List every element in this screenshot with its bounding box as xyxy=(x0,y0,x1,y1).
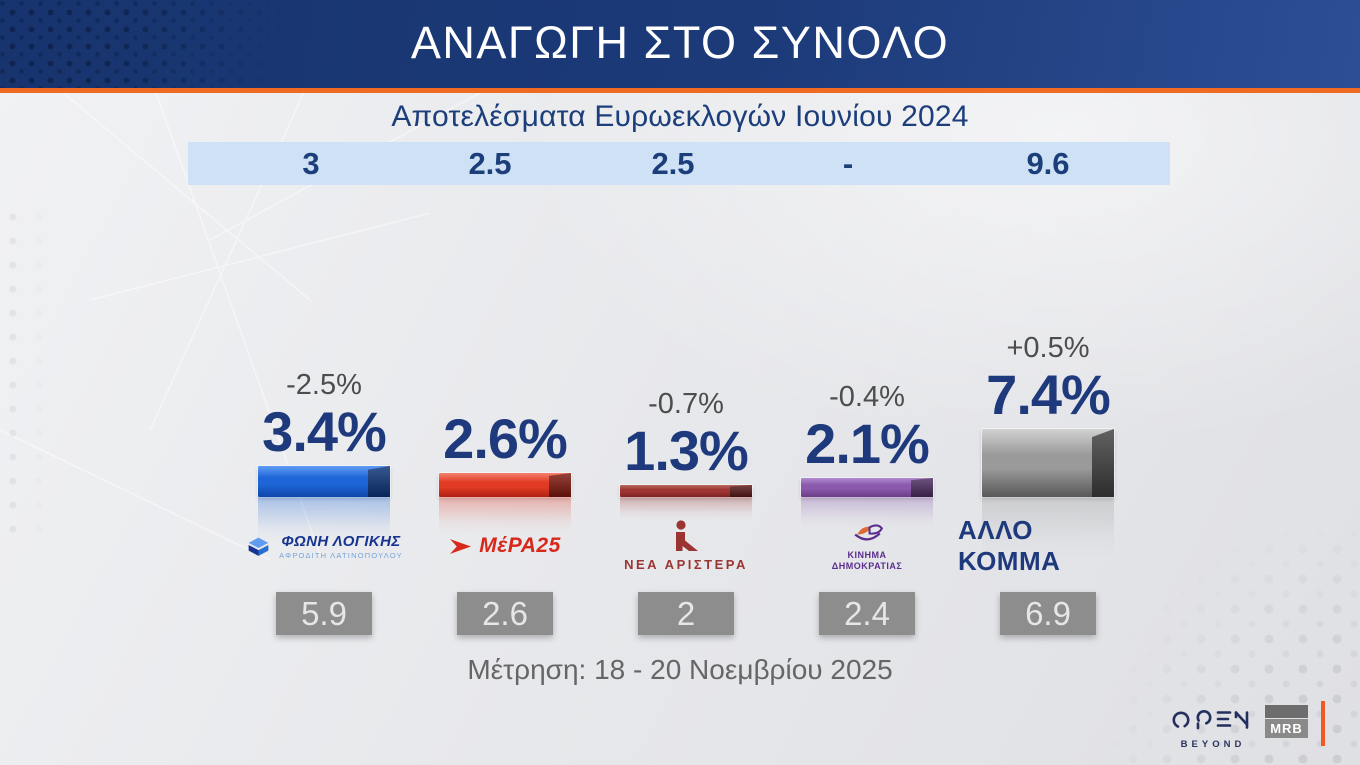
party-previous-value: 2.6 xyxy=(482,595,528,632)
party-name: ΦΩΝΗ ΛΟΓΙΚΗΣ xyxy=(281,532,401,550)
party-previous-value: 2.4 xyxy=(844,595,890,632)
party-bar xyxy=(982,429,1114,497)
party-bar-cap xyxy=(730,485,752,497)
euro-2024-result: 2.5 xyxy=(468,146,512,181)
header-accent-line xyxy=(0,88,1360,93)
party-bar-reflection xyxy=(439,497,571,533)
subtitle: Αποτελέσματα Ευρωεκλογών Ιουνίου 2024 xyxy=(391,100,969,133)
foni-logikis-logo: ΦΩΝΗ ΛΟΓΙΚΗΣ ΑΦΡΟΔΙΤΗ ΛΑΤΙΝΟΠΟΥΛΟΥ xyxy=(234,512,414,580)
party-delta: -2.5% xyxy=(286,369,362,401)
header-dots-pattern xyxy=(0,0,330,88)
nea-aristera-logo-icon xyxy=(666,520,706,554)
party-delta: -0.4% xyxy=(829,381,905,413)
party-previous-value-box: 5.9 xyxy=(276,592,372,635)
party-column-mera25: 2.6% ΜέΡΑ25 2.6 xyxy=(415,0,595,765)
party-column-kinima-dimokratias: -0.4% 2.1% ΚΙΝΗΜΑ ΔΗΜΟΚΡΑΤΙΑΣ 2.4 xyxy=(777,0,957,765)
euro-2024-result: - xyxy=(842,146,854,181)
party-leader: ΑΦΡΟΔΙΤΗ ΛΑΤΙΝΟΠΟΥΛΟΥ xyxy=(279,550,403,560)
party-value: 1.3% xyxy=(624,419,749,482)
party-bar xyxy=(258,466,390,497)
survey-period-note: Μέτρηση: 18 - 20 Νοεμβρίου 2025 xyxy=(467,654,893,685)
party-delta: -0.7% xyxy=(648,388,724,420)
mrb-logo-text: MRB xyxy=(1265,719,1308,738)
party-bar-cap xyxy=(549,473,571,497)
party-name: ΑΛΛΟ ΚΟΜΜΑ xyxy=(958,515,1061,576)
party-previous-value-box: 2.4 xyxy=(819,592,915,635)
orange-divider-line xyxy=(1321,701,1325,746)
party-bar xyxy=(620,485,752,497)
mera25-logo-icon xyxy=(449,537,472,556)
party-name: ΚΙΝΗΜΑ ΔΗΜΟΚΡΑΤΙΑΣ xyxy=(831,549,903,571)
party-column-foni-logikis: -2.5% 3.4% ΦΩΝΗ ΛΟΓΙΚΗΣ ΑΦΡΟΔΙΤΗ ΛΑΤΙΝΟΠ… xyxy=(234,0,414,765)
party-bar xyxy=(439,473,571,497)
euro-2024-result: 3 xyxy=(302,146,320,181)
kinima-dimokratias-logo-icon xyxy=(849,521,886,548)
party-bar-cap xyxy=(1092,429,1114,497)
mrb-logo-top-bar xyxy=(1265,705,1308,718)
header-bar: ΑΝΑΓΩΓΗ ΣΤΟ ΣΥΝΟΛΟ xyxy=(0,0,1360,88)
party-bar xyxy=(801,478,933,497)
party-bar-cap xyxy=(911,478,933,497)
euro-2024-result: 2.5 xyxy=(651,146,695,181)
nea-aristera-logo: ΝΕΑ ΑΡΙΣΤΕΡΑ xyxy=(596,512,776,580)
other-party-label: ΑΛΛΟ ΚΟΜΜΑ xyxy=(958,512,1138,580)
party-previous-value-box: 2.6 xyxy=(457,592,553,635)
party-value: 3.4% xyxy=(262,400,387,463)
background-dots-left-decoration xyxy=(0,205,52,535)
party-delta: +0.5% xyxy=(1006,332,1090,364)
open-logo-letters-icon xyxy=(1172,709,1249,730)
party-previous-value: 6.9 xyxy=(1025,595,1071,632)
party-bar-reflection xyxy=(258,497,390,541)
open-channel-logo: BEYOND xyxy=(1166,708,1256,750)
party-column-nea-aristera: -0.7% 1.3% ΝΕΑ ΑΡΙΣΤΕΡΑ 2 xyxy=(596,0,776,765)
party-value: 2.1% xyxy=(805,412,930,475)
mrb-pollster-logo: MRB xyxy=(1265,705,1308,738)
page-title: ΑΝΑΓΩΓΗ ΣΤΟ ΣΥΝΟΛΟ xyxy=(410,17,950,68)
party-name: ΝΕΑ ΑΡΙΣΤΕΡΑ xyxy=(624,557,748,572)
party-previous-value: 5.9 xyxy=(301,595,347,632)
party-bar-reflection xyxy=(982,497,1114,559)
party-bar-cap xyxy=(368,466,390,497)
party-value: 7.4% xyxy=(986,363,1111,426)
foni-logikis-logo-icon xyxy=(245,534,272,559)
party-name: ΜέΡΑ25 xyxy=(479,534,561,557)
open-beyond-tagline: BEYOND xyxy=(1180,739,1246,750)
party-value: 2.6% xyxy=(443,407,568,470)
party-bar-reflection xyxy=(801,497,933,528)
party-column-allo-komma: +0.5% 7.4% ΑΛΛΟ ΚΟΜΜΑ 6.9 xyxy=(958,0,1138,765)
kinima-dimokratias-logo: ΚΙΝΗΜΑ ΔΗΜΟΚΡΑΤΙΑΣ xyxy=(777,512,957,580)
party-previous-value: 2 xyxy=(676,595,696,632)
mera25-logo: ΜέΡΑ25 xyxy=(415,512,595,580)
euro-2024-result: 9.6 xyxy=(1026,146,1070,181)
euro-results-band: 3 2.5 2.5 - 9.6 xyxy=(188,142,1170,185)
party-bar-reflection xyxy=(620,497,752,520)
party-previous-value-box: 2 xyxy=(638,592,734,635)
background-dots-decoration xyxy=(1110,530,1360,765)
party-previous-value-box: 6.9 xyxy=(1000,592,1096,635)
